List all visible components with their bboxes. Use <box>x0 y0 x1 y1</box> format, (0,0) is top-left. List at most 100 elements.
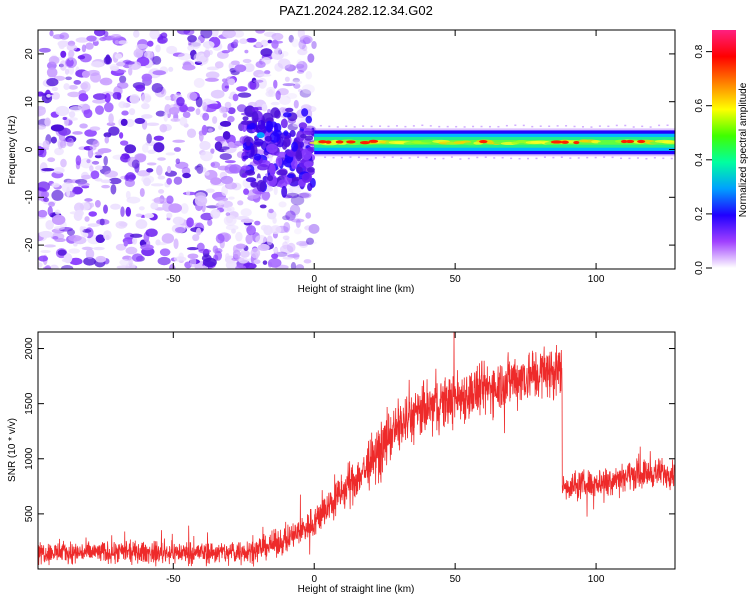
spectrogram-noise-blob <box>155 44 161 53</box>
spectrogram-noise-blob <box>40 190 50 199</box>
spectrogram-noise-blob <box>181 166 191 175</box>
spectrogram-noise-blob <box>87 69 100 77</box>
spectrogram-noise-blob <box>293 83 301 89</box>
spectrogram-noise-blob <box>57 249 67 256</box>
spectrogram-noise-blob <box>46 93 51 98</box>
spectrogram-noise-blob <box>306 237 314 245</box>
spectrogram-noise-blob <box>262 260 268 265</box>
signal-band-speckle <box>395 125 398 127</box>
spectrogram-noise-blob <box>161 233 175 244</box>
spectrogram-noise-blob <box>186 128 197 139</box>
spectrogram-noise-blob <box>308 223 320 234</box>
spectrogram-noise-blob <box>141 102 150 110</box>
spectrogram-noise-blob <box>49 264 59 269</box>
spectrogram-noise-blob <box>278 95 291 106</box>
spectrogram-noise-blob <box>282 83 295 87</box>
spectrogram-noise-blob <box>271 32 284 41</box>
signal-band-speckle <box>535 157 538 160</box>
spectrogram-noise-blob <box>297 88 303 93</box>
spectrogram-noise-blob <box>90 61 104 68</box>
spectrogram-noise-blob <box>82 246 92 251</box>
signal-band-speckle <box>548 125 551 128</box>
spectrogram-noise-blob <box>225 212 231 217</box>
spectrogram-noise-blob <box>220 146 230 150</box>
spectrogram-noise-blob <box>253 79 264 83</box>
spectrogram-noise-blob <box>168 203 183 213</box>
spectrogram-noise-blob <box>59 140 67 149</box>
spectrogram-noise-blob <box>273 185 278 196</box>
spectrogram-noise-blob <box>202 112 210 121</box>
spectrogram-noise-blob <box>49 30 54 37</box>
spectrogram-noise-blob <box>266 235 273 246</box>
spectrogram-noise-blob <box>135 219 148 230</box>
spectrogram-noise-blob <box>63 253 73 264</box>
signal-band-speckle <box>527 157 530 160</box>
spectrogram-noise-blob <box>38 145 45 156</box>
spectrogram-transition-blob <box>251 111 259 124</box>
spectrogram-noise-blob <box>139 187 145 197</box>
spectrogram-transition-blob <box>275 156 283 167</box>
spectrogram-noise-blob <box>203 50 211 58</box>
spectrogram-noise-blob <box>305 212 312 219</box>
spectrogram-noise-blob <box>292 77 300 83</box>
spectrogram-noise-blob <box>53 225 65 230</box>
spectrogram-noise-blob <box>94 200 101 208</box>
spectrogram-noise-blob <box>178 252 184 261</box>
spectrogram-noise-blob <box>240 249 250 258</box>
spectrogram-noise-blob <box>210 89 225 99</box>
spectrogram-noise-blob <box>189 256 197 268</box>
spectrogram-noise-blob <box>64 68 70 75</box>
signal-band-speckle <box>328 125 331 128</box>
spectrogram-noise-blob <box>62 116 67 121</box>
spectrogram-noise-blob <box>159 123 168 133</box>
spectrogram-noise-blob <box>121 110 129 116</box>
spectrogram-noise-blob <box>103 56 113 65</box>
spectrogram-noise-blob <box>52 235 59 240</box>
spectrogram-noise-blob <box>234 64 247 73</box>
figure-title: PAZ1.2024.282.12.34.G02 <box>279 3 433 18</box>
spectrogram-heatmap <box>38 30 675 269</box>
signal-band-speckle <box>472 125 475 128</box>
spectrogram-noise-blob <box>142 143 149 153</box>
spectrogram-transition-blob <box>242 116 249 121</box>
spectrogram-noise-blob <box>210 148 215 154</box>
spectrogram-noise-blob <box>200 151 213 162</box>
signal-band-segment <box>662 140 675 144</box>
colorbar: 0.0 0.2 0.4 0.6 0.8 Normalized spectral ampl… <box>694 30 749 275</box>
spectrogram-noise-blob <box>260 48 273 57</box>
signal-band-speckle <box>476 156 479 159</box>
signal-band-speckle <box>340 156 343 159</box>
spectrogram-noise-blob <box>278 201 287 208</box>
spectrogram-noise-blob <box>173 147 181 152</box>
spectrogram-noise-blob <box>110 203 121 210</box>
spectrogram-noise-blob <box>292 252 300 260</box>
spectrogram-noise-blob <box>187 35 197 43</box>
spectrogram-noise-blob <box>195 108 201 116</box>
spectrogram-noise-blob <box>87 223 100 227</box>
spectrogram-noise-blob <box>210 208 221 219</box>
spectrogram-noise-blob <box>155 110 166 117</box>
spectrogram-noise-blob <box>86 159 91 164</box>
spectrogram-noise-blob <box>293 99 299 109</box>
spectrogram-noise-blob <box>270 225 282 235</box>
snr-y-tick-label: 1500 <box>24 392 35 415</box>
spectrogram-noise-blob <box>202 257 217 268</box>
spectrogram-noise-blob <box>274 47 282 55</box>
spectrogram-noise-blob <box>235 265 247 269</box>
spectrogram-transition-blob <box>269 163 276 176</box>
spectrogram-noise-blob <box>311 41 317 50</box>
signal-band-speckle <box>429 125 432 127</box>
signal-band-speckle <box>362 125 365 127</box>
spectrogram-transition-blob <box>283 137 291 148</box>
spectrogram-noise-blob <box>155 242 168 246</box>
spectrogram-noise-blob <box>176 96 185 107</box>
signal-band-speckle <box>357 156 360 159</box>
spectrogram-noise-blob <box>51 189 64 201</box>
spectrogram-noise-blob <box>125 206 132 217</box>
spectrogram-noise-blob <box>136 170 151 177</box>
signal-band-speckle <box>641 125 644 128</box>
spectrogram-noise-blob <box>48 201 55 207</box>
spectrogram-noise-blob <box>116 81 129 89</box>
colorbar-tick-label: 0.8 <box>694 44 705 58</box>
